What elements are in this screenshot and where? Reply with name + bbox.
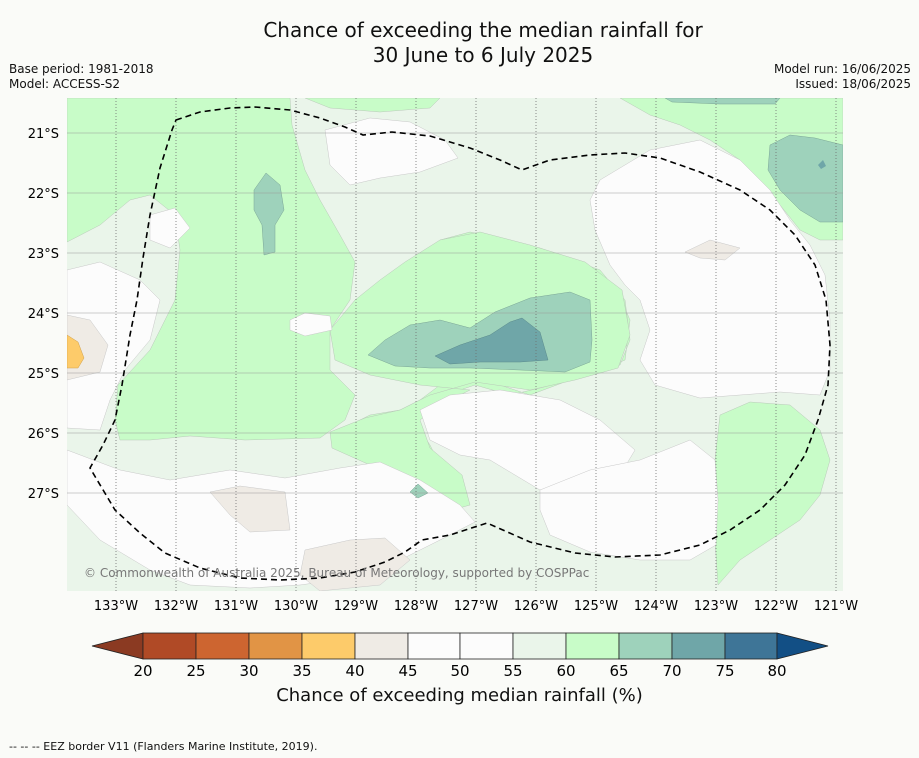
colorbar-swatch (301, 632, 356, 660)
field-40-45-east (684, 239, 741, 261)
colorbar-swatch (618, 632, 673, 660)
colorbar-tick: 80 (767, 662, 786, 680)
copyright-text: © Commonwealth of Australia 2025, Bureau… (84, 566, 589, 580)
lon-label: 133°W (94, 599, 138, 614)
longitude-labels: 133°W 132°W 131°W 130°W 129°W 128°W 127°… (94, 599, 858, 614)
lon-label: 123°W (694, 599, 738, 614)
colorbar-title: Chance of exceeding median rainfall (%) (276, 685, 643, 706)
colorbar (91, 632, 829, 660)
lon-label: 125°W (574, 599, 618, 614)
lat-label: 22°S (28, 187, 59, 202)
colorbar-tick: 35 (292, 662, 311, 680)
latitude-labels: 21°S 22°S 23°S 24°S 25°S 26°S 27°S (28, 127, 59, 502)
field-45-55-islet-west (149, 207, 191, 249)
meta-left: Base period: 1981-2018 Model: ACCESS-S2 (9, 62, 154, 92)
field-65-70-northwest (253, 172, 285, 256)
lon-label: 132°W (154, 599, 198, 614)
colorbar-swatch (459, 632, 514, 660)
lon-label: 122°W (754, 599, 798, 614)
colorbar-swatch (195, 632, 250, 660)
graticule (115, 98, 837, 591)
colorbar-swatch (354, 632, 409, 660)
colorbar-swatch (142, 632, 197, 660)
field-60-65-west (67, 98, 356, 441)
lon-label: 126°W (514, 599, 558, 614)
colorbar-swatch (512, 632, 567, 660)
colorbar-tick: 50 (450, 662, 469, 680)
issued-date: Issued: 18/06/2025 (795, 77, 911, 91)
colorbar-tick: 75 (715, 662, 734, 680)
field-70-75-spot (818, 160, 826, 169)
colorbar-tick: 65 (609, 662, 628, 680)
colorbar-tick: 40 (345, 662, 364, 680)
colorbar-swatch (724, 632, 778, 660)
colorbar-arrow-low (91, 632, 144, 660)
lon-label: 129°W (334, 599, 378, 614)
lon-label: 128°W (394, 599, 438, 614)
colorbar-swatch (671, 632, 726, 660)
field-70-75-center (434, 317, 549, 365)
model-run: Model run: 16/06/2025 (773, 62, 911, 76)
colorbar-tick: 70 (662, 662, 681, 680)
map-title: Chance of exceeding the median rainfall … (0, 18, 919, 68)
lon-label: 124°W (634, 599, 678, 614)
colorbar-swatch (407, 632, 461, 660)
lat-label: 27°S (28, 487, 59, 502)
meta-right: Model run: 16/06/2025 Issued: 18/06/2025 (774, 62, 911, 92)
lon-label: 121°W (814, 599, 858, 614)
colorbar-swatch (248, 632, 303, 660)
lat-label: 26°S (28, 427, 59, 442)
lat-label: 24°S (28, 307, 59, 322)
colorbar-tick: 60 (556, 662, 575, 680)
field-45-55-east (589, 139, 831, 399)
map-area: © Commonwealth of Australia 2025, Bureau… (67, 98, 843, 591)
field-65-70-northeast (767, 134, 843, 223)
colorbar-tick: 25 (186, 662, 205, 680)
colorbar-arrow-high (776, 632, 829, 660)
lat-label: 25°S (28, 367, 59, 382)
lon-label: 130°W (274, 599, 318, 614)
eez-border (89, 106, 831, 581)
latitude-lines (67, 132, 843, 494)
field-35-40-west (67, 334, 85, 369)
colorbar-tick: 45 (398, 662, 417, 680)
title-line-1: Chance of exceeding the median rainfall … (263, 18, 703, 42)
lat-label: 23°S (28, 247, 59, 262)
base-period: Base period: 1981-2018 (9, 62, 154, 76)
field-40-45-south (209, 485, 291, 533)
lon-label: 127°W (454, 599, 498, 614)
title-line-2: 30 June to 6 July 2025 (372, 43, 594, 67)
colorbar-ticks: 20 25 30 35 40 45 50 55 60 65 70 75 80 (133, 662, 786, 680)
lon-label: 131°W (214, 599, 258, 614)
colorbar-tick: 30 (239, 662, 258, 680)
field-60-65-top (304, 98, 441, 113)
colorbar-tick: 55 (503, 662, 522, 680)
lat-label: 21°S (28, 127, 59, 142)
field-65-70-top (664, 98, 781, 105)
model-name: Model: ACCESS-S2 (9, 77, 121, 91)
colorbar-swatch (565, 632, 620, 660)
eez-footnote: -- -- -- EEZ border V11 (Flanders Marine… (9, 740, 318, 753)
colorbar-tick: 20 (133, 662, 152, 680)
